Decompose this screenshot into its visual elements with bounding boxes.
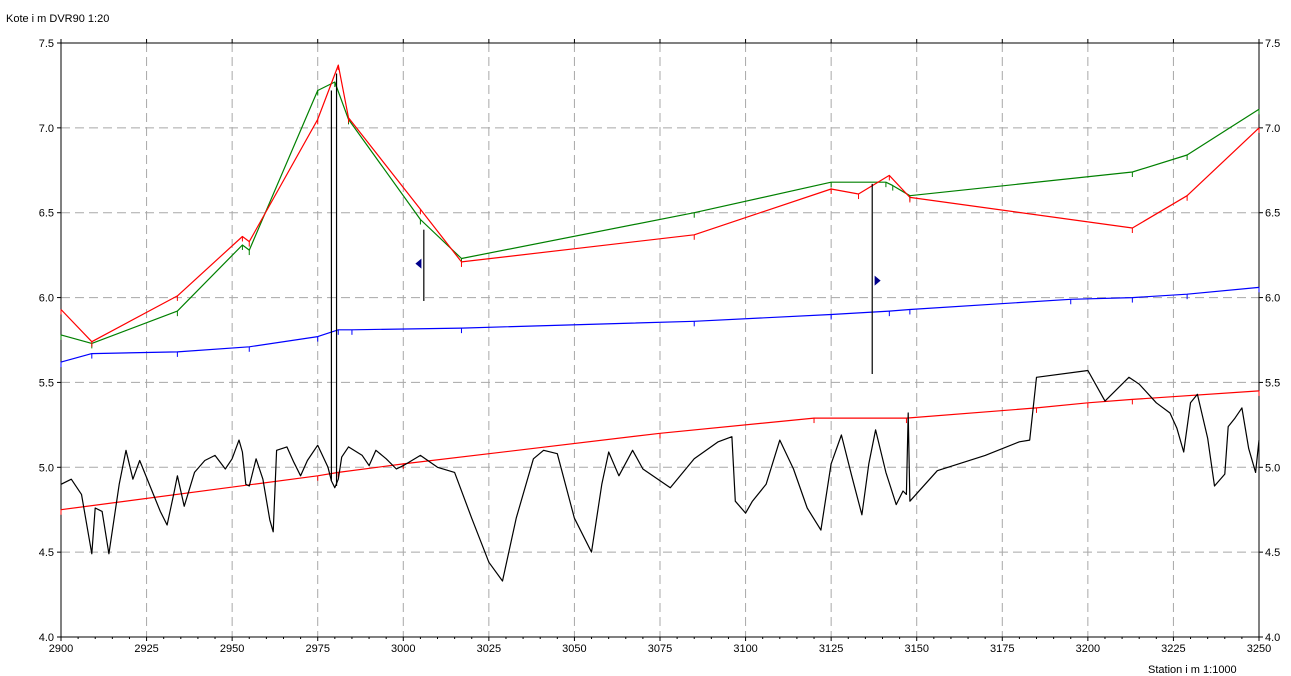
x-tick-label: 3150 xyxy=(904,643,928,655)
y-tick-label-left: 6.5 xyxy=(39,208,54,220)
y-tick-label-left: 4.5 xyxy=(39,547,54,559)
x-tick-label: 3250 xyxy=(1247,643,1271,655)
marker-left xyxy=(415,258,422,269)
y-tick-label-left: 6.0 xyxy=(39,293,54,305)
y-tick-label-right: 6.0 xyxy=(1265,293,1280,305)
x-tick-label: 2925 xyxy=(134,643,158,655)
x-tick-label: 3225 xyxy=(1161,643,1185,655)
x-tick-label: 3100 xyxy=(733,643,757,655)
y-tick-label-left: 7.5 xyxy=(39,38,54,50)
y-tick-label-left: 5.0 xyxy=(39,462,54,474)
y-tick-label-right: 7.5 xyxy=(1265,38,1280,50)
x-tick-label: 2975 xyxy=(305,643,329,655)
x-tick-label: 3200 xyxy=(1076,643,1100,655)
y-tick-label-right: 6.5 xyxy=(1265,208,1280,220)
markers xyxy=(415,258,881,286)
x-tick-label: 3050 xyxy=(562,643,586,655)
series-line-5 xyxy=(60,369,1260,582)
x-tick-label: 2950 xyxy=(220,643,244,655)
y-tick-label-left: 7.0 xyxy=(39,123,54,135)
x-tick-label: 2900 xyxy=(49,643,73,655)
x-tick-label: 3125 xyxy=(819,643,843,655)
series-line-3 xyxy=(60,286,1260,363)
marker-right xyxy=(874,275,881,286)
x-tick-label: 3075 xyxy=(648,643,672,655)
vertical-lines xyxy=(330,73,873,486)
y-tick-label-right: 7.0 xyxy=(1265,123,1280,135)
y-tick-label-right: 4.5 xyxy=(1265,547,1280,559)
grid xyxy=(61,43,1259,637)
series-line-2 xyxy=(60,64,1260,343)
y-tick-label-left: 4.0 xyxy=(39,632,54,644)
x-axis-title: Station i m 1:1000 xyxy=(1148,664,1237,676)
y-tick-label-right: 5.0 xyxy=(1265,462,1280,474)
x-tick-label: 3175 xyxy=(990,643,1014,655)
x-tick-label: 3000 xyxy=(391,643,415,655)
y-tick-label-right: 5.5 xyxy=(1265,377,1280,389)
y-tick-label-right: 4.0 xyxy=(1265,632,1280,644)
y-axis-title: Kote i m DVR90 1:20 xyxy=(6,13,109,25)
axis-ticks: 2900 2925 2950 2975 3000 3025 3050 3075 3100 3125… xyxy=(39,38,1281,655)
series-line-1 xyxy=(60,81,1260,344)
y-tick-label-left: 5.5 xyxy=(39,377,54,389)
x-tick-label: 3025 xyxy=(477,643,501,655)
